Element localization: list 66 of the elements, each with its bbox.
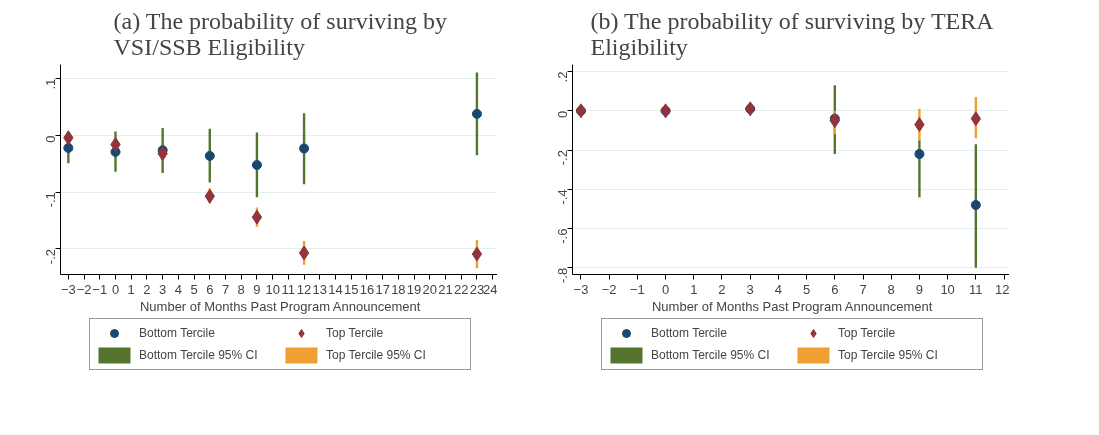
x-tick-label: −3 <box>60 281 76 297</box>
x-tick-label: 19 <box>406 281 422 297</box>
x-tick-label: −1 <box>629 281 645 297</box>
y-tick-label: -.8 <box>555 267 570 283</box>
x-tick-label: 14 <box>328 281 343 297</box>
y-tick-label: -.2 <box>555 150 570 166</box>
x-tick-label: 10 <box>265 281 280 297</box>
legend-label: Bottom Tercile 95% CI <box>139 348 259 362</box>
x-tick-label: 5 <box>190 281 198 297</box>
x-tick-label: 12 <box>995 281 1010 297</box>
x-tick-label: 9 <box>915 281 924 297</box>
x-tick-label: 0 <box>661 281 670 297</box>
x-tick-label: 8 <box>237 281 245 297</box>
x-tick-label: 23 <box>469 281 485 297</box>
x-tick-label: 6 <box>206 281 214 297</box>
x-tick-label: 11 <box>281 281 296 297</box>
x-tick-label: 7 <box>859 281 867 297</box>
y-tick-label: -.1 <box>43 192 58 208</box>
legend-label: Bottom Tercile 95% CI <box>651 348 771 362</box>
x-tick-label: −2 <box>76 281 92 297</box>
y-tick-label: 0 <box>555 110 570 119</box>
x-tick-label: 8 <box>887 281 895 297</box>
x-tick-label: 20 <box>422 281 438 297</box>
x-tick-label: 3 <box>159 281 167 297</box>
x-tick-label: 7 <box>221 281 230 297</box>
x-tick-label: 21 <box>438 281 453 297</box>
x-tick-label: 0 <box>111 281 120 297</box>
x-tick-label: 11 <box>969 281 983 297</box>
x-tick-label: 24 <box>483 281 498 297</box>
y-tick-label: .1 <box>43 78 58 90</box>
legend-label: Top Tercile 95% CI <box>838 348 939 362</box>
x-tick-label: 4 <box>174 281 182 297</box>
legend-label: Top Tercile <box>326 326 385 340</box>
x-axis-title: Number of Months Past Program Announcement <box>139 298 421 314</box>
legend-label: Top Tercile <box>838 326 897 340</box>
x-tick-label: 10 <box>940 281 955 297</box>
y-tick-label: -.6 <box>555 228 570 244</box>
x-tick-label: 12 <box>296 281 312 297</box>
x-tick-label: 3 <box>746 281 754 297</box>
x-tick-label: 18 <box>391 281 406 297</box>
x-tick-label: −3 <box>573 281 589 297</box>
x-tick-label: 6 <box>831 281 839 297</box>
x-tick-label: −2 <box>601 281 617 297</box>
x-tick-label: 13 <box>312 281 328 297</box>
legend-label: Bottom Tercile <box>139 326 216 340</box>
x-tick-label: 5 <box>802 281 811 297</box>
x-tick-label: 16 <box>359 281 375 297</box>
x-tick-label: 2 <box>718 281 726 297</box>
x-tick-label: 2 <box>143 281 151 297</box>
x-axis-title: Number of Months Past Program Announcement <box>651 298 933 314</box>
x-tick-label: 1 <box>127 281 135 297</box>
x-tick-label: 4 <box>774 281 783 297</box>
x-tick-label: 17 <box>375 281 390 297</box>
chart-title: (a) The probability of surviving by VSI/SSB Eligibility <box>113 7 448 60</box>
legend-label: Top Tercile 95% CI <box>326 348 427 362</box>
y-tick-label: 0 <box>43 135 58 143</box>
y-tick-label: .2 <box>555 71 570 83</box>
y-tick-label: -.4 <box>555 189 570 205</box>
x-tick-label: 22 <box>453 281 469 297</box>
chart-title: (b) The probability of surviving by TERA Eligibility <box>590 7 995 60</box>
y-tick-label: -.2 <box>43 248 58 265</box>
x-tick-label: 9 <box>253 281 261 297</box>
x-tick-label: 1 <box>690 281 698 297</box>
x-tick-label: −1 <box>92 281 108 297</box>
x-tick-label: 15 <box>343 281 359 297</box>
legend-label: Bottom Tercile <box>651 326 728 340</box>
